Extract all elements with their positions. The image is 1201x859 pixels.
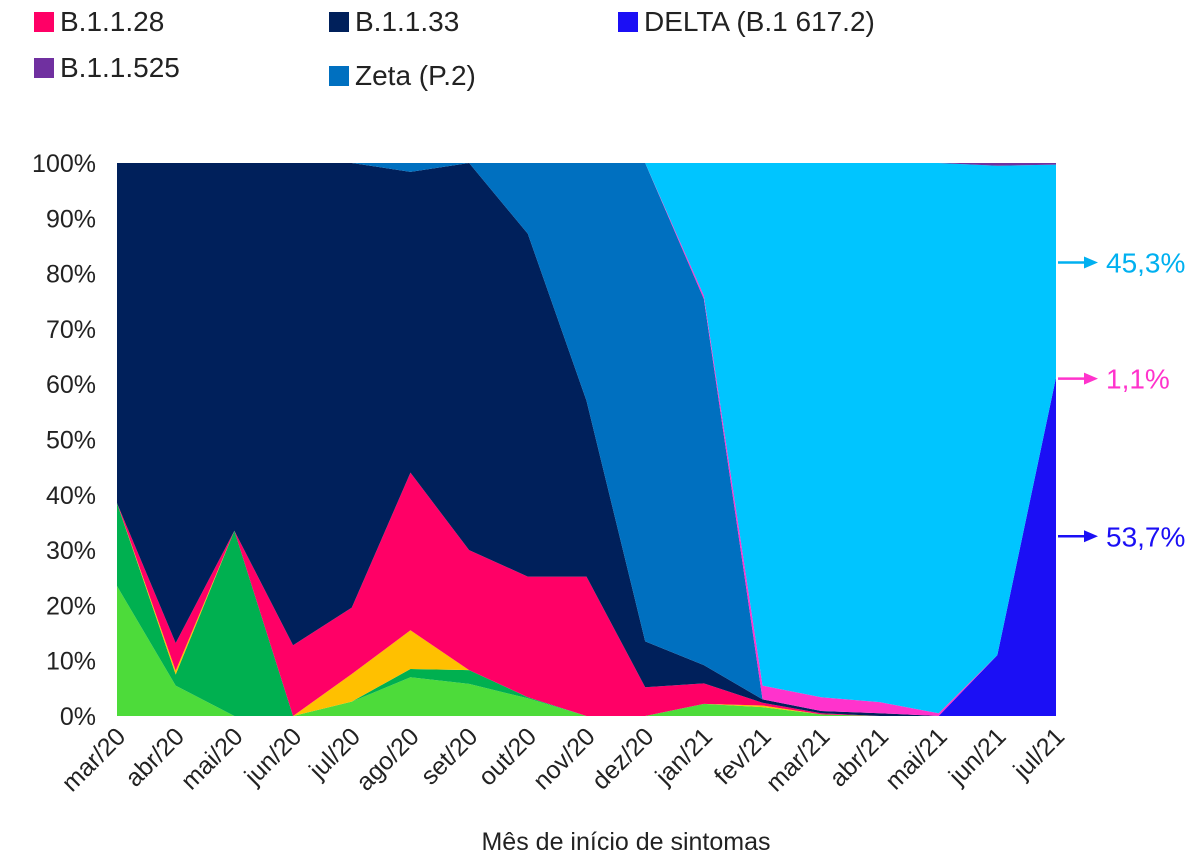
annotation-arrow-head — [1084, 256, 1098, 269]
y-tick-label: 100% — [32, 150, 96, 178]
annotation-label-0: 45,3% — [1106, 248, 1185, 279]
legend-item-b11525: B.1.1.525 — [34, 52, 180, 84]
x-tick-label: out/20 — [473, 722, 542, 791]
y-tick-label: 0% — [60, 703, 96, 731]
legend-item-b1128: B.1.1.28 — [34, 6, 164, 38]
x-tick-label: nov/20 — [528, 722, 601, 795]
legend-swatch — [329, 66, 349, 86]
y-tick-label: 70% — [46, 316, 96, 344]
y-tick-label: 90% — [46, 205, 96, 233]
legend-label: Zeta (P.2) — [355, 60, 476, 91]
y-tick-label: 20% — [46, 592, 96, 620]
y-tick-label: 50% — [46, 427, 96, 455]
y-tick-label: 10% — [46, 648, 96, 676]
y-tick-label: 60% — [46, 371, 96, 399]
series-area-2 — [117, 377, 1056, 716]
series-area-9 — [117, 163, 1056, 166]
x-tick-label: mar/20 — [56, 722, 131, 797]
chart-legend: B.1.1.28 B.1.1.33 DELTA (B.1 617.2) B.1.… — [34, 6, 1034, 92]
x-axis-label: Mês de início de sintomas — [481, 828, 770, 856]
end-annotations: 45,3% 1,1% 53,7% — [1058, 248, 1185, 552]
x-tick-label: mar/21 — [761, 722, 836, 797]
legend-label: B.1.1.33 — [355, 6, 460, 37]
legend-label: B.1.1.28 — [60, 6, 165, 37]
legend-swatch — [618, 12, 638, 32]
x-tick-label: dez/20 — [587, 722, 660, 795]
x-tick-label: jun/20 — [239, 722, 308, 791]
y-tick-label: 80% — [46, 261, 96, 289]
legend-item-zeta: Zeta (P.2) — [329, 60, 476, 92]
annotation-arrow-head — [1084, 372, 1098, 385]
legend-swatch — [34, 12, 54, 32]
series-area-4 — [117, 377, 1056, 716]
x-tick-label: ago/20 — [351, 722, 425, 796]
x-tick-label: mai/21 — [880, 722, 953, 795]
x-tick-label: set/20 — [415, 722, 483, 790]
x-tick-label: jan/21 — [649, 722, 718, 791]
y-axis-ticks: 0% 10% 20% 30% 40% 50% 60% 70% 80% 90% 100% — [32, 150, 96, 731]
x-tick-label: mai/20 — [176, 722, 249, 795]
x-tick-label: abr/21 — [824, 722, 894, 792]
legend-item-b1133: B.1.1.33 — [329, 6, 459, 38]
legend-label: B.1.1.525 — [60, 52, 180, 83]
legend-swatch — [329, 12, 349, 32]
annotation-label-2: 53,7% — [1106, 521, 1185, 552]
series-area-6 — [117, 163, 1056, 716]
series-areas — [117, 163, 1056, 716]
annotation-arrow-head — [1084, 530, 1098, 543]
series-area-5 — [117, 163, 1056, 716]
y-tick-label: 40% — [46, 482, 96, 510]
y-tick-label: 30% — [46, 537, 96, 565]
series-area-8 — [117, 163, 1056, 714]
annotation-label-1: 1,1% — [1106, 364, 1170, 395]
x-tick-label: jun/21 — [943, 722, 1012, 791]
legend-item-delta: DELTA (B.1 617.2) — [618, 6, 875, 38]
x-tick-label: jul/21 — [1007, 722, 1070, 785]
x-axis-ticks: mar/20abr/20mai/20jun/20jul/20ago/20set/… — [56, 722, 1070, 797]
legend-swatch — [34, 58, 54, 78]
legend-label: DELTA (B.1 617.2) — [644, 6, 875, 37]
x-tick-label: abr/20 — [120, 722, 190, 792]
